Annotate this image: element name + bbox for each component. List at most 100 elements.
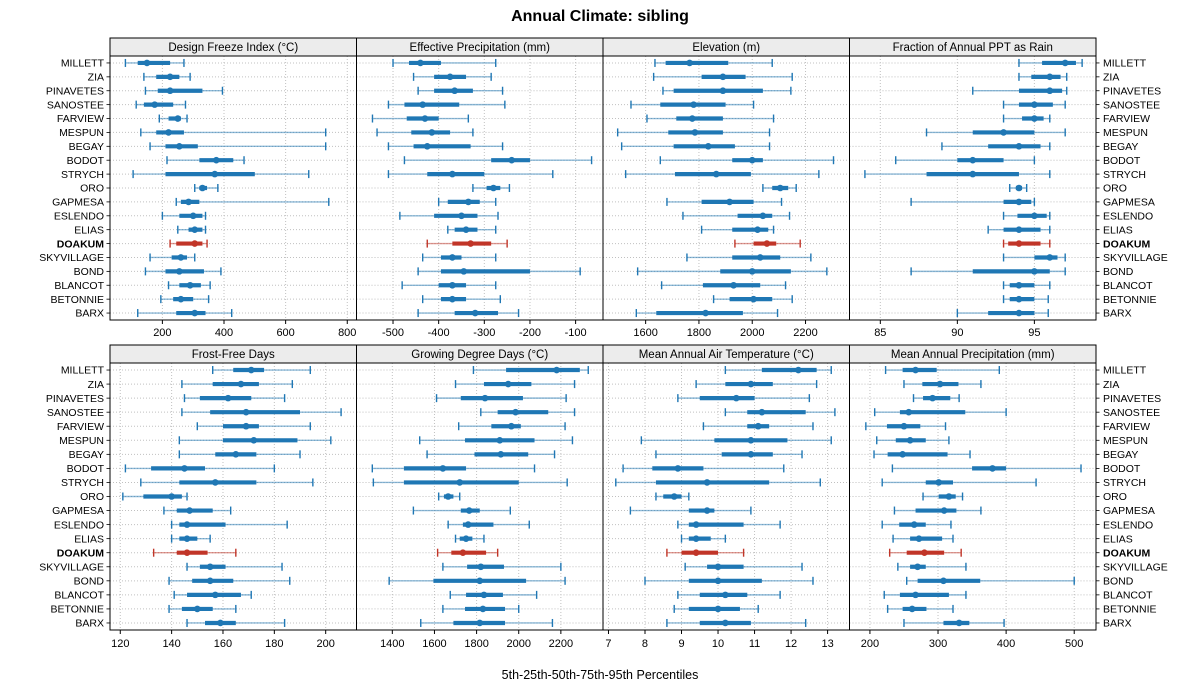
- axis-tick-label: -100: [565, 327, 587, 339]
- site-label-left: BLANCOT: [54, 590, 104, 602]
- median-dot: [168, 493, 175, 500]
- percentile-row: [724, 366, 832, 375]
- percentile-row: [196, 422, 311, 431]
- axis-tick-label: 300: [929, 638, 947, 650]
- percentile-row: [412, 506, 511, 515]
- site-label-right: MESPUN: [1103, 435, 1148, 447]
- percentile-row: [168, 604, 237, 613]
- panel-title: Elevation (m): [692, 42, 760, 54]
- percentile-row: [169, 239, 208, 248]
- percentile-row: [371, 114, 470, 123]
- axis-tick-label: 200: [861, 638, 879, 650]
- panel-title: Effective Precipitation (mm): [410, 42, 551, 54]
- site-label-left: BODOT: [67, 463, 105, 475]
- percentile-row: [186, 618, 286, 627]
- median-dot: [921, 549, 928, 557]
- median-dot: [1000, 129, 1007, 136]
- median-dot: [719, 87, 727, 95]
- median-dot: [674, 465, 682, 472]
- axis-tick-label: 1800: [464, 638, 488, 650]
- percentile-row: [435, 394, 567, 403]
- percentile-row: [893, 506, 982, 515]
- median-dot: [183, 549, 191, 557]
- median-dot: [758, 408, 766, 416]
- median-dot: [242, 422, 250, 430]
- percentile-row: [175, 197, 330, 206]
- percentile-row: [158, 114, 188, 123]
- median-dot: [754, 422, 762, 430]
- panel-title: Growing Degree Days (°C): [411, 349, 548, 361]
- median-dot: [224, 394, 232, 402]
- percentile-row: [646, 114, 775, 123]
- median-dot: [688, 115, 696, 122]
- percentile-row: [135, 100, 187, 109]
- median-dot: [211, 170, 219, 178]
- percentile-row: [170, 534, 211, 543]
- axis-tick-label: 85: [874, 327, 886, 339]
- site-label-left: MILLETT: [61, 365, 105, 377]
- axis-tick-label: 12: [785, 638, 797, 650]
- percentile-row: [886, 604, 954, 613]
- median-dot: [989, 465, 996, 472]
- axis-tick-label: 400: [215, 327, 233, 339]
- percentile-row: [654, 58, 773, 67]
- site-label-right: BLANCOT: [1103, 280, 1153, 292]
- median-dot: [703, 479, 711, 486]
- median-dot: [456, 479, 464, 486]
- site-label-right: DOAKUM: [1103, 547, 1150, 559]
- site-label-right: BARX: [1103, 618, 1132, 630]
- percentile-row: [420, 618, 554, 627]
- percentile-row: [417, 267, 581, 276]
- site-label-left: GAPMESA: [52, 197, 104, 209]
- percentile-row: [677, 590, 781, 599]
- site-label-right: ORO: [1103, 183, 1127, 195]
- median-dot: [211, 479, 219, 486]
- percentile-row: [666, 197, 783, 206]
- median-dot: [247, 366, 255, 374]
- percentile-row: [1018, 58, 1083, 67]
- percentile-row: [987, 225, 1051, 234]
- panel-title: Frost-Free Days: [192, 349, 275, 361]
- median-dot: [690, 101, 697, 108]
- percentile-row: [922, 492, 964, 501]
- percentile-row: [143, 72, 191, 81]
- site-label-left: FARVIEW: [57, 113, 104, 125]
- median-dot: [763, 240, 771, 247]
- median-dot: [237, 380, 245, 388]
- percentile-row: [426, 450, 556, 459]
- percentile-row: [166, 156, 245, 165]
- median-dot: [732, 394, 740, 402]
- axis-tick-label: 1800: [687, 327, 711, 339]
- median-dot: [471, 309, 479, 317]
- site-label-left: BETONNIE: [51, 604, 104, 616]
- percentile-row: [392, 58, 497, 67]
- percentile-row: [387, 100, 506, 109]
- axis-tick-label: 160: [214, 638, 232, 650]
- median-dot: [900, 422, 908, 430]
- site-label-right: BOND: [1103, 575, 1134, 587]
- median-dot: [421, 115, 429, 122]
- percentile-row: [168, 576, 291, 585]
- percentile-row: [160, 295, 210, 304]
- median-dot: [754, 226, 761, 233]
- axis-tick-label: 9: [678, 638, 684, 650]
- site-label-left: ELIAS: [74, 533, 104, 545]
- median-dot: [206, 563, 214, 571]
- percentile-row: [677, 520, 781, 529]
- percentile-row: [673, 604, 759, 613]
- site-label-right: STRYCH: [1103, 477, 1146, 489]
- percentile-row: [421, 253, 497, 262]
- percentile-row: [684, 562, 803, 571]
- percentile-row: [212, 366, 311, 375]
- median-dot: [497, 451, 505, 458]
- median-dot: [191, 309, 199, 317]
- axis-tick-label: 1600: [633, 327, 657, 339]
- percentile-row: [472, 184, 511, 192]
- percentile-row: [655, 492, 690, 501]
- median-dot: [496, 436, 504, 444]
- percentile-row: [680, 534, 727, 543]
- median-dot: [714, 605, 722, 613]
- percentile-row: [149, 142, 327, 151]
